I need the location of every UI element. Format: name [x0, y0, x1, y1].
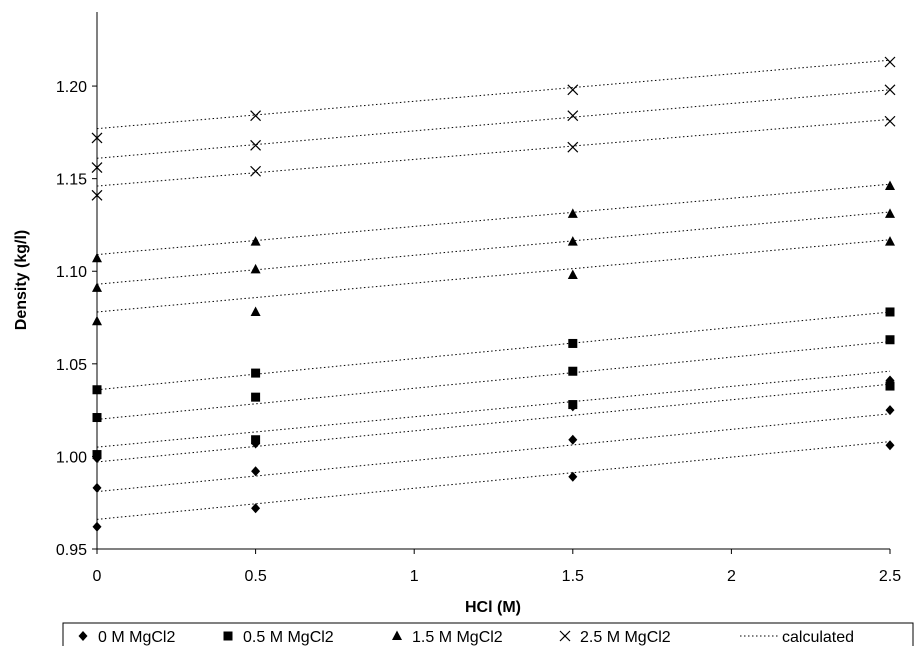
data-point-triangle-4	[250, 306, 261, 316]
calculated-line-6	[96, 311, 891, 391]
y-tick-label: 1.05	[56, 357, 87, 374]
y-tick-label: 1.15	[56, 172, 87, 189]
y-tick-label: 1.10	[56, 264, 87, 281]
data-point-square-5	[251, 392, 261, 402]
legend-marker-triangle	[392, 630, 402, 640]
legend-marker-square	[223, 631, 233, 641]
data-point-square-4	[251, 435, 261, 445]
data-point-square-9	[568, 338, 578, 348]
data-point-square-11	[885, 335, 895, 345]
calculated-line-3	[96, 383, 891, 463]
legend-marker-diamond	[78, 631, 88, 641]
y-tick-label: 1.00	[56, 449, 87, 466]
axes	[96, 12, 890, 550]
data-point-triangle-6	[250, 236, 261, 246]
data-point-x-10	[884, 115, 896, 127]
data-point-square-12	[885, 307, 895, 317]
calculated-line-5	[96, 341, 891, 420]
data-point-square-7	[568, 400, 578, 410]
data-point-triangle-10	[885, 236, 895, 246]
x-tick-label: 1.5	[562, 568, 584, 585]
calculated-lines	[96, 59, 891, 520]
data-point-diamond-4	[251, 503, 261, 514]
tick-labels: 0 0.5 1 1.5 2 2.5 0.95 1.00 1.05 1.10 1.15 1.20	[56, 79, 901, 585]
data-point-x-4	[250, 165, 262, 177]
data-point-triangle-7	[567, 269, 578, 279]
x-tick-label: 0	[93, 568, 102, 585]
x-tick-label: 0.5	[244, 568, 266, 585]
data-point-x-5	[250, 139, 262, 151]
calculated-line-1	[96, 441, 891, 520]
data-point-triangle-11	[885, 208, 895, 218]
data-point-x-8	[567, 110, 579, 122]
data-point-x-11	[884, 84, 896, 96]
data-point-x-12	[884, 56, 896, 68]
calculated-line-9	[96, 183, 891, 256]
legend-label: calculated	[782, 629, 854, 646]
calculated-line-2	[96, 413, 891, 493]
data-point-triangle-9	[567, 208, 578, 218]
data-point-diamond-8	[568, 434, 578, 445]
legend: 0 M MgCl2 0.5 M MgCl2 1.5 M MgCl2 2.5 M MgC…	[62, 622, 914, 646]
data-point-diamond-5	[251, 466, 261, 477]
y-tick-label: 1.20	[56, 79, 87, 96]
data-point-x-9	[567, 84, 579, 96]
x-tick-label: 1	[410, 568, 419, 585]
y-axis-title: Density (kg/l)	[13, 230, 30, 330]
legend-box	[62, 622, 914, 646]
x-axis-title: HCl (M)	[465, 599, 521, 616]
data-point-square-10	[885, 381, 895, 391]
calculated-line-10	[96, 118, 891, 187]
y-tick-label: 0.95	[56, 542, 87, 559]
legend-label: 0 M MgCl2	[98, 629, 175, 646]
calculated-line-11	[96, 89, 891, 159]
data-point-square-6	[251, 368, 261, 378]
data-point-diamond-7	[568, 471, 578, 482]
legend-label: 1.5 M MgCl2	[412, 629, 503, 646]
data-points	[91, 56, 896, 532]
data-point-triangle-12	[885, 180, 895, 191]
legend-label: 0.5 M MgCl2	[243, 629, 334, 646]
legend-label: 2.5 M MgCl2	[580, 629, 671, 646]
data-point-diamond-11	[885, 405, 895, 416]
calculated-line-12	[96, 59, 891, 130]
x-tick-label: 2	[727, 568, 736, 585]
legend-marker-x	[559, 630, 571, 642]
data-point-x-7	[567, 141, 579, 153]
data-point-triangle-8	[567, 236, 578, 246]
data-point-triangle-5	[250, 263, 261, 274]
calculated-line-8	[96, 211, 891, 285]
data-point-x-6	[250, 110, 262, 122]
calculated-line-4	[96, 370, 891, 448]
data-point-square-8	[568, 366, 578, 376]
calculated-line-7	[96, 239, 891, 313]
x-tick-label: 2.5	[879, 568, 901, 585]
data-point-diamond-10	[885, 440, 895, 451]
